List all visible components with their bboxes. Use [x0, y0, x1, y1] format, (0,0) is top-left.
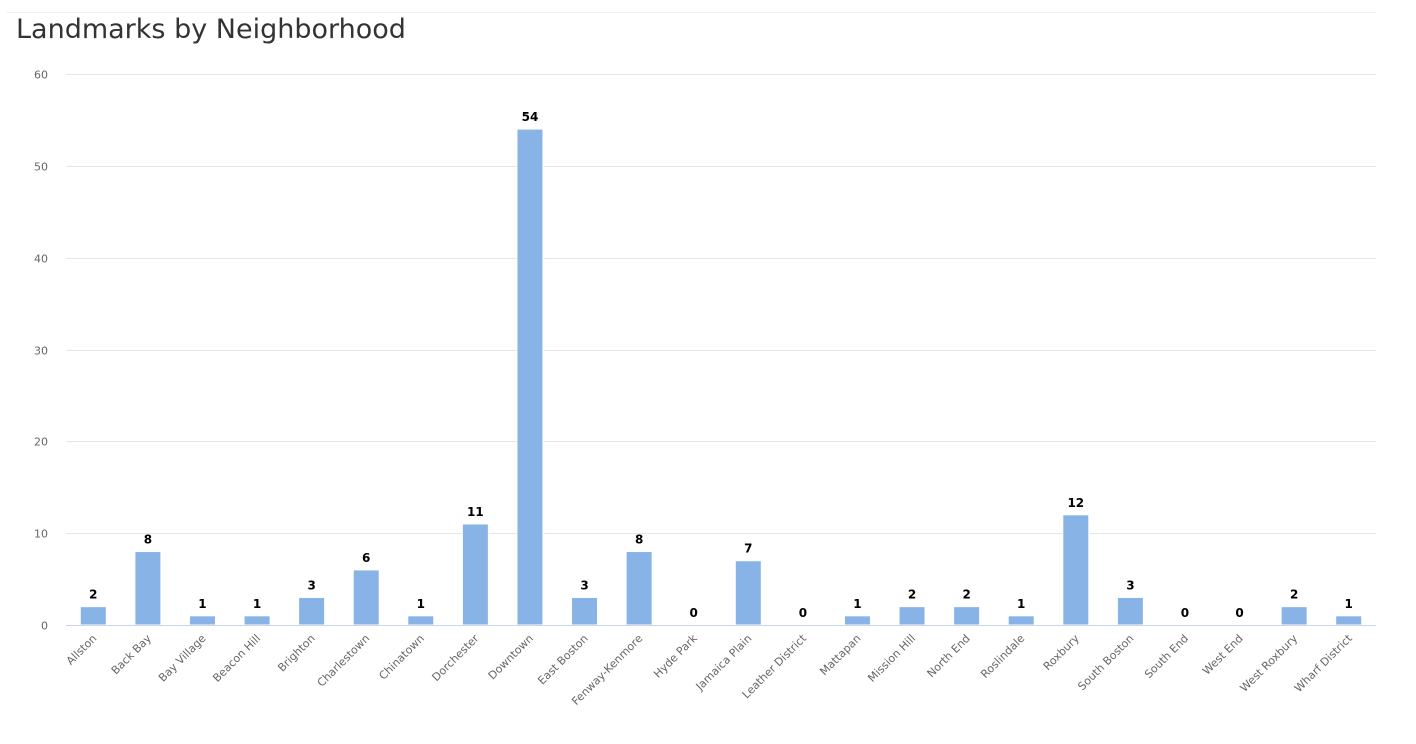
- x-tick-label: West End: [1200, 632, 1246, 678]
- x-tick-label: Wharf District: [1292, 631, 1355, 694]
- data-label: 1: [853, 597, 861, 611]
- bar[interactable]: [625, 551, 653, 626]
- data-label: 0: [1235, 606, 1243, 620]
- data-label: 0: [690, 606, 698, 620]
- data-label: 8: [144, 533, 152, 547]
- bar[interactable]: [1280, 606, 1308, 626]
- x-axis: Allston Back Bay Bay Village Beacon Hill Bri…: [64, 625, 1376, 708]
- y-axis: 0 10 20 30 40 50 60: [34, 69, 48, 633]
- data-label: 11: [467, 505, 484, 519]
- x-tick-label: South Boston: [1075, 632, 1136, 693]
- bar[interactable]: [1062, 514, 1090, 626]
- x-tick-label: Hyde Park: [651, 631, 700, 680]
- chart-top-border: [6, 12, 1376, 13]
- y-tick-label: 50: [34, 161, 48, 174]
- x-tick-label: Downtown: [486, 632, 536, 682]
- data-label: 2: [962, 588, 970, 602]
- bar[interactable]: [79, 606, 107, 626]
- x-tick-label: Roslindale: [978, 632, 1027, 681]
- x-tick-label: Mission Hill: [865, 632, 918, 685]
- bar[interactable]: [843, 615, 871, 626]
- y-tick-label: 30: [34, 345, 48, 358]
- x-tick-label: Chinatown: [376, 632, 427, 683]
- bar[interactable]: [352, 569, 380, 626]
- data-label: 7: [744, 542, 752, 556]
- x-tick-label: East Boston: [535, 632, 590, 687]
- x-tick-label: Roxbury: [1041, 632, 1082, 673]
- data-label: 1: [253, 597, 261, 611]
- gridlines: [66, 74, 1376, 534]
- data-label: 1: [1017, 597, 1025, 611]
- bar[interactable]: [1007, 615, 1035, 626]
- bar[interactable]: [134, 551, 162, 626]
- x-tick-label: Brighton: [275, 632, 318, 675]
- data-label: 3: [307, 578, 315, 592]
- bar[interactable]: [734, 560, 762, 626]
- data-label: 1: [1345, 597, 1353, 611]
- bar[interactable]: [461, 523, 489, 626]
- x-tick-label: Dorchester: [429, 632, 481, 684]
- x-tick-label: Mattapan: [817, 632, 863, 678]
- bar[interactable]: [516, 128, 544, 626]
- bar-series: [79, 128, 1363, 626]
- bar[interactable]: [571, 596, 599, 626]
- x-tick-label: Allston: [64, 632, 100, 668]
- bar[interactable]: [1335, 615, 1363, 626]
- y-tick-label: 20: [34, 436, 48, 449]
- bar[interactable]: [1116, 596, 1144, 626]
- y-tick-label: 0: [41, 620, 48, 633]
- data-label: 8: [635, 533, 643, 547]
- data-label: 1: [198, 597, 206, 611]
- bar[interactable]: [953, 606, 981, 626]
- data-label: 0: [799, 606, 807, 620]
- data-label: 6: [362, 551, 370, 565]
- data-label: 1: [417, 597, 425, 611]
- x-tick-label: Beacon Hill: [210, 632, 263, 685]
- data-label: 12: [1067, 496, 1084, 510]
- data-label: 3: [580, 578, 588, 592]
- data-label: 0: [1181, 606, 1189, 620]
- x-tick-label: Jamaica Plain: [693, 632, 755, 694]
- data-label: 2: [89, 588, 97, 602]
- data-label: 54: [522, 110, 539, 124]
- x-tick-label: Charlestown: [315, 632, 373, 690]
- x-tick-label: South End: [1142, 632, 1191, 681]
- data-label: 3: [1126, 578, 1134, 592]
- y-tick-label: 40: [34, 253, 48, 266]
- x-tick-label: Back Bay: [109, 632, 155, 678]
- bar[interactable]: [243, 615, 271, 626]
- x-tick-label: North End: [925, 632, 973, 680]
- data-label: 2: [1290, 588, 1298, 602]
- chart-title: Landmarks by Neighborhood: [16, 14, 406, 45]
- bar[interactable]: [188, 615, 216, 626]
- x-tick-label: Bay Village: [156, 632, 209, 685]
- bar[interactable]: [298, 596, 326, 626]
- bar[interactable]: [407, 615, 435, 626]
- bar[interactable]: [898, 606, 926, 626]
- data-label: 2: [908, 588, 916, 602]
- y-tick-label: 10: [34, 528, 48, 541]
- y-tick-label: 60: [34, 69, 48, 82]
